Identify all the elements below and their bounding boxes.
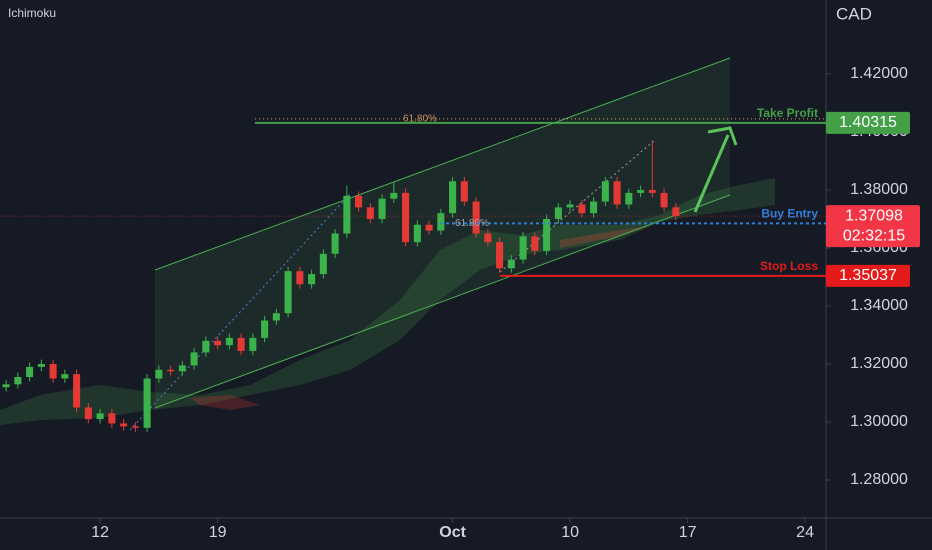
fib-drawing: [499, 139, 656, 273]
candle-body: [378, 198, 386, 219]
candle-body: [637, 189, 645, 193]
indicator-label: Ichimoku: [8, 6, 56, 20]
candle-body: [61, 374, 69, 379]
candle-body: [272, 313, 280, 321]
ichimoku-cloud-red: [190, 395, 260, 410]
candle-body: [284, 271, 292, 314]
candle-body: [225, 337, 233, 346]
candle-body: [237, 337, 245, 351]
candle-body: [190, 352, 198, 366]
last-price-label: 1.37098: [845, 207, 903, 224]
candle-body: [120, 423, 128, 427]
channel-lower: [154, 194, 731, 409]
candle-body: [343, 195, 351, 234]
candle-body: [437, 213, 445, 231]
candle-body: [484, 233, 492, 243]
fib-drawing: [129, 191, 353, 431]
candle-body: [108, 413, 116, 424]
candle-body: [672, 207, 680, 217]
candle-body: [49, 363, 57, 379]
price-tag-label: 1.40315: [839, 114, 897, 131]
candle-body: [249, 337, 257, 351]
price-tag: [826, 264, 910, 287]
candle-body: [331, 233, 339, 254]
channel-fill: [155, 58, 730, 408]
candle-body: [355, 195, 363, 208]
candle-body: [519, 236, 527, 260]
candle-body: [578, 204, 586, 214]
y-tick-label: 1.34000: [850, 297, 908, 314]
channel-upper: [154, 57, 731, 271]
candle-body: [73, 374, 81, 408]
candle-body: [543, 218, 551, 251]
arrow: [693, 134, 730, 213]
candle-body: [319, 253, 327, 275]
candle-body: [390, 192, 398, 199]
marks: [2, 140, 680, 433]
x-tick-label: 17: [679, 524, 697, 541]
candle-body: [449, 181, 457, 214]
candle-body: [660, 192, 668, 208]
candle-body: [590, 201, 598, 214]
fib-annotation: 61.80%: [403, 113, 437, 124]
candle-body: [531, 236, 539, 251]
candle-body: [308, 274, 316, 285]
y-tick-label: 1.28000: [850, 471, 908, 488]
candle-body: [613, 181, 621, 205]
candle-body: [167, 369, 175, 372]
candle-body: [26, 366, 34, 378]
candle-body: [214, 340, 222, 346]
candle-body: [143, 378, 151, 428]
y-tick-label: 1.38000: [850, 181, 908, 198]
y-tick-label: 1.30000: [850, 413, 908, 430]
price-tag: [826, 111, 910, 134]
candle-body: [37, 363, 45, 367]
candle-body: [425, 224, 433, 231]
candle-body: [625, 192, 633, 205]
candle-body: [648, 189, 656, 193]
candle-body: [131, 426, 139, 428]
y-tick-label: 1.42000: [850, 65, 908, 82]
candle-body: [566, 204, 574, 208]
x-tick-label: 10: [561, 524, 579, 541]
ichimoku-cloud: [0, 178, 775, 425]
ichimoku-cloud-red: [560, 226, 650, 248]
candle-body: [261, 320, 269, 338]
candle-body: [496, 242, 504, 269]
level-name: Buy Entry: [761, 206, 818, 220]
candle-body: [2, 384, 10, 388]
x-tick-label: Oct: [439, 524, 466, 541]
candle-body: [601, 181, 609, 202]
y-tick-label: 1.32000: [850, 355, 908, 372]
candle-body: [14, 377, 22, 385]
level-name: Stop Loss: [760, 259, 818, 273]
candle-body: [366, 207, 374, 219]
candle-body: [507, 259, 515, 269]
price-tag-label: 1.35037: [839, 267, 897, 284]
candle-body: [460, 181, 468, 202]
last-price-tag: [826, 205, 920, 248]
x-tick-label: 12: [91, 524, 109, 541]
candle-body: [472, 201, 480, 234]
candle-body: [554, 207, 562, 219]
candle-body: [402, 192, 410, 243]
fib-annotation: 61.80%: [455, 218, 489, 229]
candle-body: [202, 340, 210, 353]
arrowhead: [707, 126, 738, 146]
x-tick-label: 19: [209, 524, 227, 541]
candle-body: [155, 369, 163, 379]
candle-body: [413, 224, 421, 243]
candle-body: [178, 365, 186, 372]
candle-body: [96, 413, 104, 420]
countdown: 02:32:15: [843, 227, 905, 244]
currency-label: CAD: [836, 4, 872, 23]
candle-body: [296, 271, 304, 285]
level-name: Take Profit: [757, 106, 818, 120]
candle-body: [84, 407, 92, 420]
x-tick-label: 24: [796, 524, 814, 541]
